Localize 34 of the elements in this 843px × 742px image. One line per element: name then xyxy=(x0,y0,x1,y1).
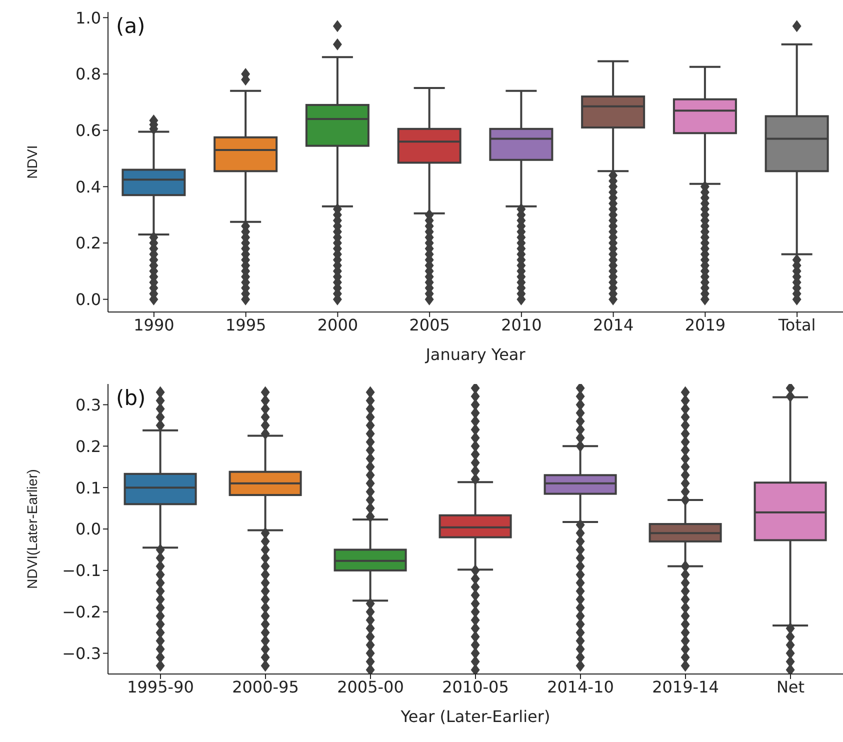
x-axis-title: January Year xyxy=(424,345,526,364)
x-tick-label: 2019-14 xyxy=(652,677,719,696)
x-tick-label: 2014-10 xyxy=(547,677,614,696)
x-tick-label: 2005 xyxy=(409,315,450,334)
y-tick-label: 0.1 xyxy=(76,478,101,498)
x-tick-label: 2000-95 xyxy=(232,677,299,696)
y-axis-title: NDVI xyxy=(24,145,40,179)
y-tick-label: 0.0 xyxy=(76,290,101,310)
annotation: (a) xyxy=(116,14,146,38)
x-tick-label: 1995 xyxy=(225,315,266,334)
x-tick-label: 2014 xyxy=(592,315,634,334)
y-tick-label: 0.6 xyxy=(76,120,101,140)
y-tick-label: 0.4 xyxy=(76,177,101,196)
x-tick-label: Total xyxy=(777,315,816,334)
y-tick-label: −0.1 xyxy=(62,561,101,580)
x-tick-label: 2005-00 xyxy=(337,677,404,696)
y-tick-label: 0.3 xyxy=(76,395,101,414)
x-tick-label: 2010-05 xyxy=(442,677,509,696)
x-tick-label: Net xyxy=(776,677,805,696)
y-tick-label: 1.0 xyxy=(76,8,101,28)
y-tick-label: 0.0 xyxy=(76,520,101,539)
x-tick-label: 2010 xyxy=(501,315,542,334)
y-axis-title: NDVI(Later-Earlier) xyxy=(24,469,40,589)
x-axis-title: Year (Later-Earlier) xyxy=(400,707,550,726)
y-tick-label: 0.8 xyxy=(76,64,101,84)
y-tick-label: 0.2 xyxy=(76,436,101,456)
x-tick-label: 2019 xyxy=(684,315,726,334)
x-tick-label: 1990 xyxy=(134,315,174,334)
y-tick-label: 0.2 xyxy=(76,234,101,253)
x-tick-label: 2000 xyxy=(317,315,358,334)
y-tick-label: −0.3 xyxy=(62,644,101,663)
y-tick-label: −0.2 xyxy=(62,602,101,622)
x-tick-label: 1995-90 xyxy=(127,677,194,696)
annotation: (b) xyxy=(116,386,146,410)
